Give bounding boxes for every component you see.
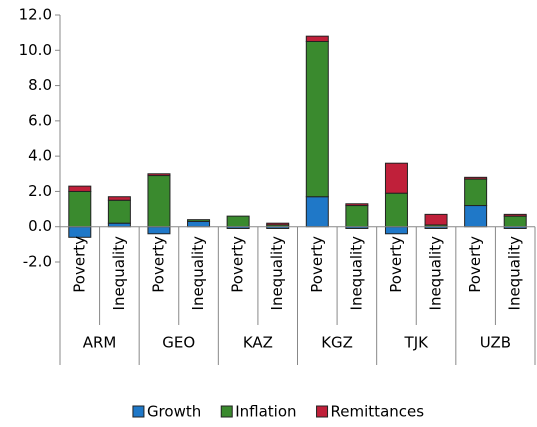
x-tick-label: Inequality xyxy=(110,236,128,311)
bar-segment xyxy=(345,203,369,207)
x-tick-label: Inequality xyxy=(347,236,365,311)
legend-label: Remittances xyxy=(331,403,425,421)
y-tick-label: 2.0 xyxy=(28,182,52,200)
y-tick-label: 8.0 xyxy=(28,76,52,94)
bar-segment xyxy=(384,162,408,194)
bar-segment xyxy=(305,40,329,198)
bar-segment xyxy=(226,215,250,228)
bar-segment xyxy=(503,215,527,228)
bar-segment xyxy=(68,226,92,238)
x-tick-label: Inequality xyxy=(189,236,207,311)
legend-label: Growth xyxy=(147,403,201,421)
y-tick-label: 12.0 xyxy=(19,6,52,24)
bar-segment xyxy=(464,205,488,228)
y-tick-label: 6.0 xyxy=(28,111,52,129)
x-tick-label: Poverty xyxy=(466,236,484,293)
x-tick-label: Inequality xyxy=(506,236,524,311)
y-tick-label: 0.0 xyxy=(28,217,52,235)
bar-segment xyxy=(424,213,448,226)
bar-segment xyxy=(503,213,527,217)
group-label: TJK xyxy=(404,334,430,352)
x-tick-label: Poverty xyxy=(308,236,326,293)
legend-swatch xyxy=(220,405,233,418)
group-label: UZB xyxy=(480,334,511,352)
group-label: GEO xyxy=(162,334,195,352)
bar-segment xyxy=(68,185,92,192)
x-tick-label: Poverty xyxy=(387,236,405,293)
bar-segment xyxy=(147,173,171,177)
bar-segment xyxy=(107,222,131,228)
group-label: ARM xyxy=(83,334,117,352)
y-tick-label: 10.0 xyxy=(19,41,52,59)
x-tick-label: Inequality xyxy=(427,236,445,311)
bar-segment xyxy=(464,176,488,180)
bar-segment xyxy=(107,196,131,201)
legend-swatch xyxy=(132,405,145,418)
y-tick-label: -2.0 xyxy=(23,253,52,271)
bar-segment xyxy=(345,205,369,228)
bar-segment xyxy=(384,192,408,228)
bar-segment xyxy=(68,190,92,228)
bar-segment xyxy=(147,226,171,235)
x-tick-label: Poverty xyxy=(229,236,247,293)
bar-segment xyxy=(384,226,408,235)
bar-segment xyxy=(187,219,211,222)
x-tick-label: Poverty xyxy=(149,236,167,293)
x-tick-label: Poverty xyxy=(70,236,88,293)
group-label: KGZ xyxy=(321,334,353,352)
bar-segment xyxy=(107,199,131,224)
bar-segment xyxy=(464,178,488,207)
bar-segment xyxy=(305,35,329,42)
bar-segment xyxy=(305,196,329,228)
legend-label: Inflation xyxy=(235,403,296,421)
bar-segment xyxy=(187,220,211,228)
bar-segment xyxy=(147,175,171,228)
group-label: KAZ xyxy=(243,334,273,352)
y-tick-label: 4.0 xyxy=(28,147,52,165)
legend-swatch xyxy=(316,405,329,418)
bar-segment xyxy=(266,222,290,226)
x-tick-label: Inequality xyxy=(268,236,286,311)
